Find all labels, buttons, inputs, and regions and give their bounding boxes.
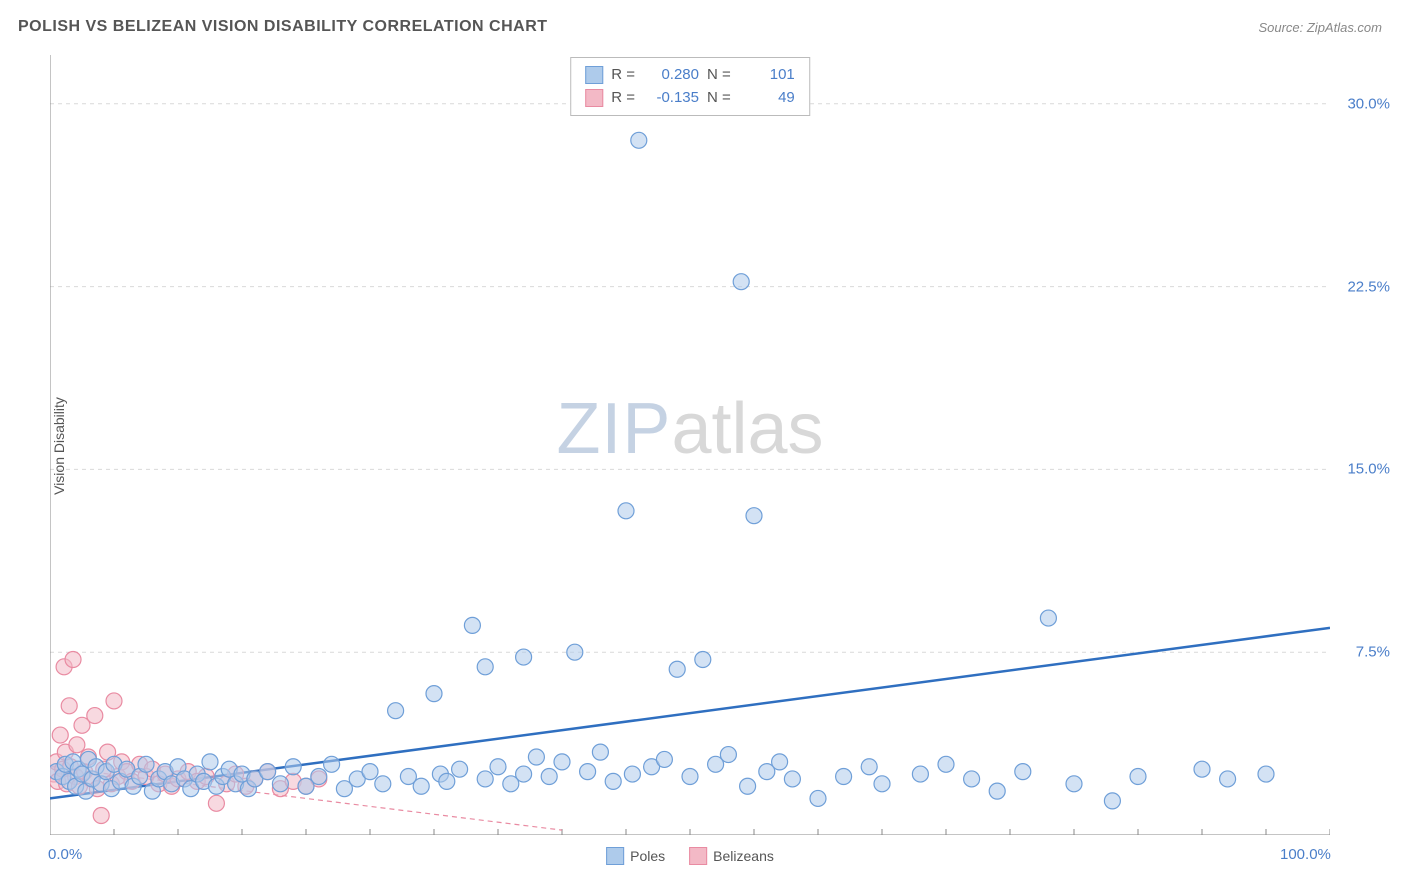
- legend-swatch-belizeans: [689, 847, 707, 865]
- n-value-belizeans: 49: [739, 87, 795, 110]
- legend-swatch-belizeans: [585, 89, 603, 107]
- legend-swatch-poles: [606, 847, 624, 865]
- r-value-belizeans: -0.135: [643, 87, 699, 110]
- n-label: N =: [707, 87, 731, 110]
- r-value-poles: 0.280: [643, 64, 699, 87]
- ytick-label: 15.0%: [1347, 461, 1390, 478]
- source-value: ZipAtlas.com: [1307, 20, 1382, 35]
- source-label: Source:: [1258, 20, 1306, 35]
- r-label: R =: [611, 64, 635, 87]
- ytick-label: 7.5%: [1356, 644, 1390, 661]
- series-legend: Poles Belizeans: [606, 847, 774, 865]
- legend-label-belizeans: Belizeans: [713, 848, 774, 864]
- xtick-label: 0.0%: [48, 846, 82, 863]
- legend-label-poles: Poles: [630, 848, 665, 864]
- source-attribution: Source: ZipAtlas.com: [1258, 20, 1382, 35]
- n-label: N =: [707, 64, 731, 87]
- scatter-chart: [50, 55, 1330, 835]
- legend-item-poles: Poles: [606, 847, 665, 865]
- legend-swatch-poles: [585, 66, 603, 84]
- chart-title: POLISH VS BELIZEAN VISION DISABILITY COR…: [18, 18, 548, 36]
- stats-row-belizeans: R = -0.135 N = 49: [585, 87, 795, 110]
- legend-item-belizeans: Belizeans: [689, 847, 774, 865]
- xtick-label: 100.0%: [1280, 846, 1331, 863]
- stats-legend: R = 0.280 N = 101 R = -0.135 N = 49: [570, 57, 810, 116]
- ytick-label: 22.5%: [1347, 278, 1390, 295]
- stats-row-poles: R = 0.280 N = 101: [585, 64, 795, 87]
- n-value-poles: 101: [739, 64, 795, 87]
- ytick-label: 30.0%: [1347, 95, 1390, 112]
- r-label: R =: [611, 87, 635, 110]
- plot-area: ZIPatlas R = 0.280 N = 101 R = -0.135 N …: [50, 55, 1330, 835]
